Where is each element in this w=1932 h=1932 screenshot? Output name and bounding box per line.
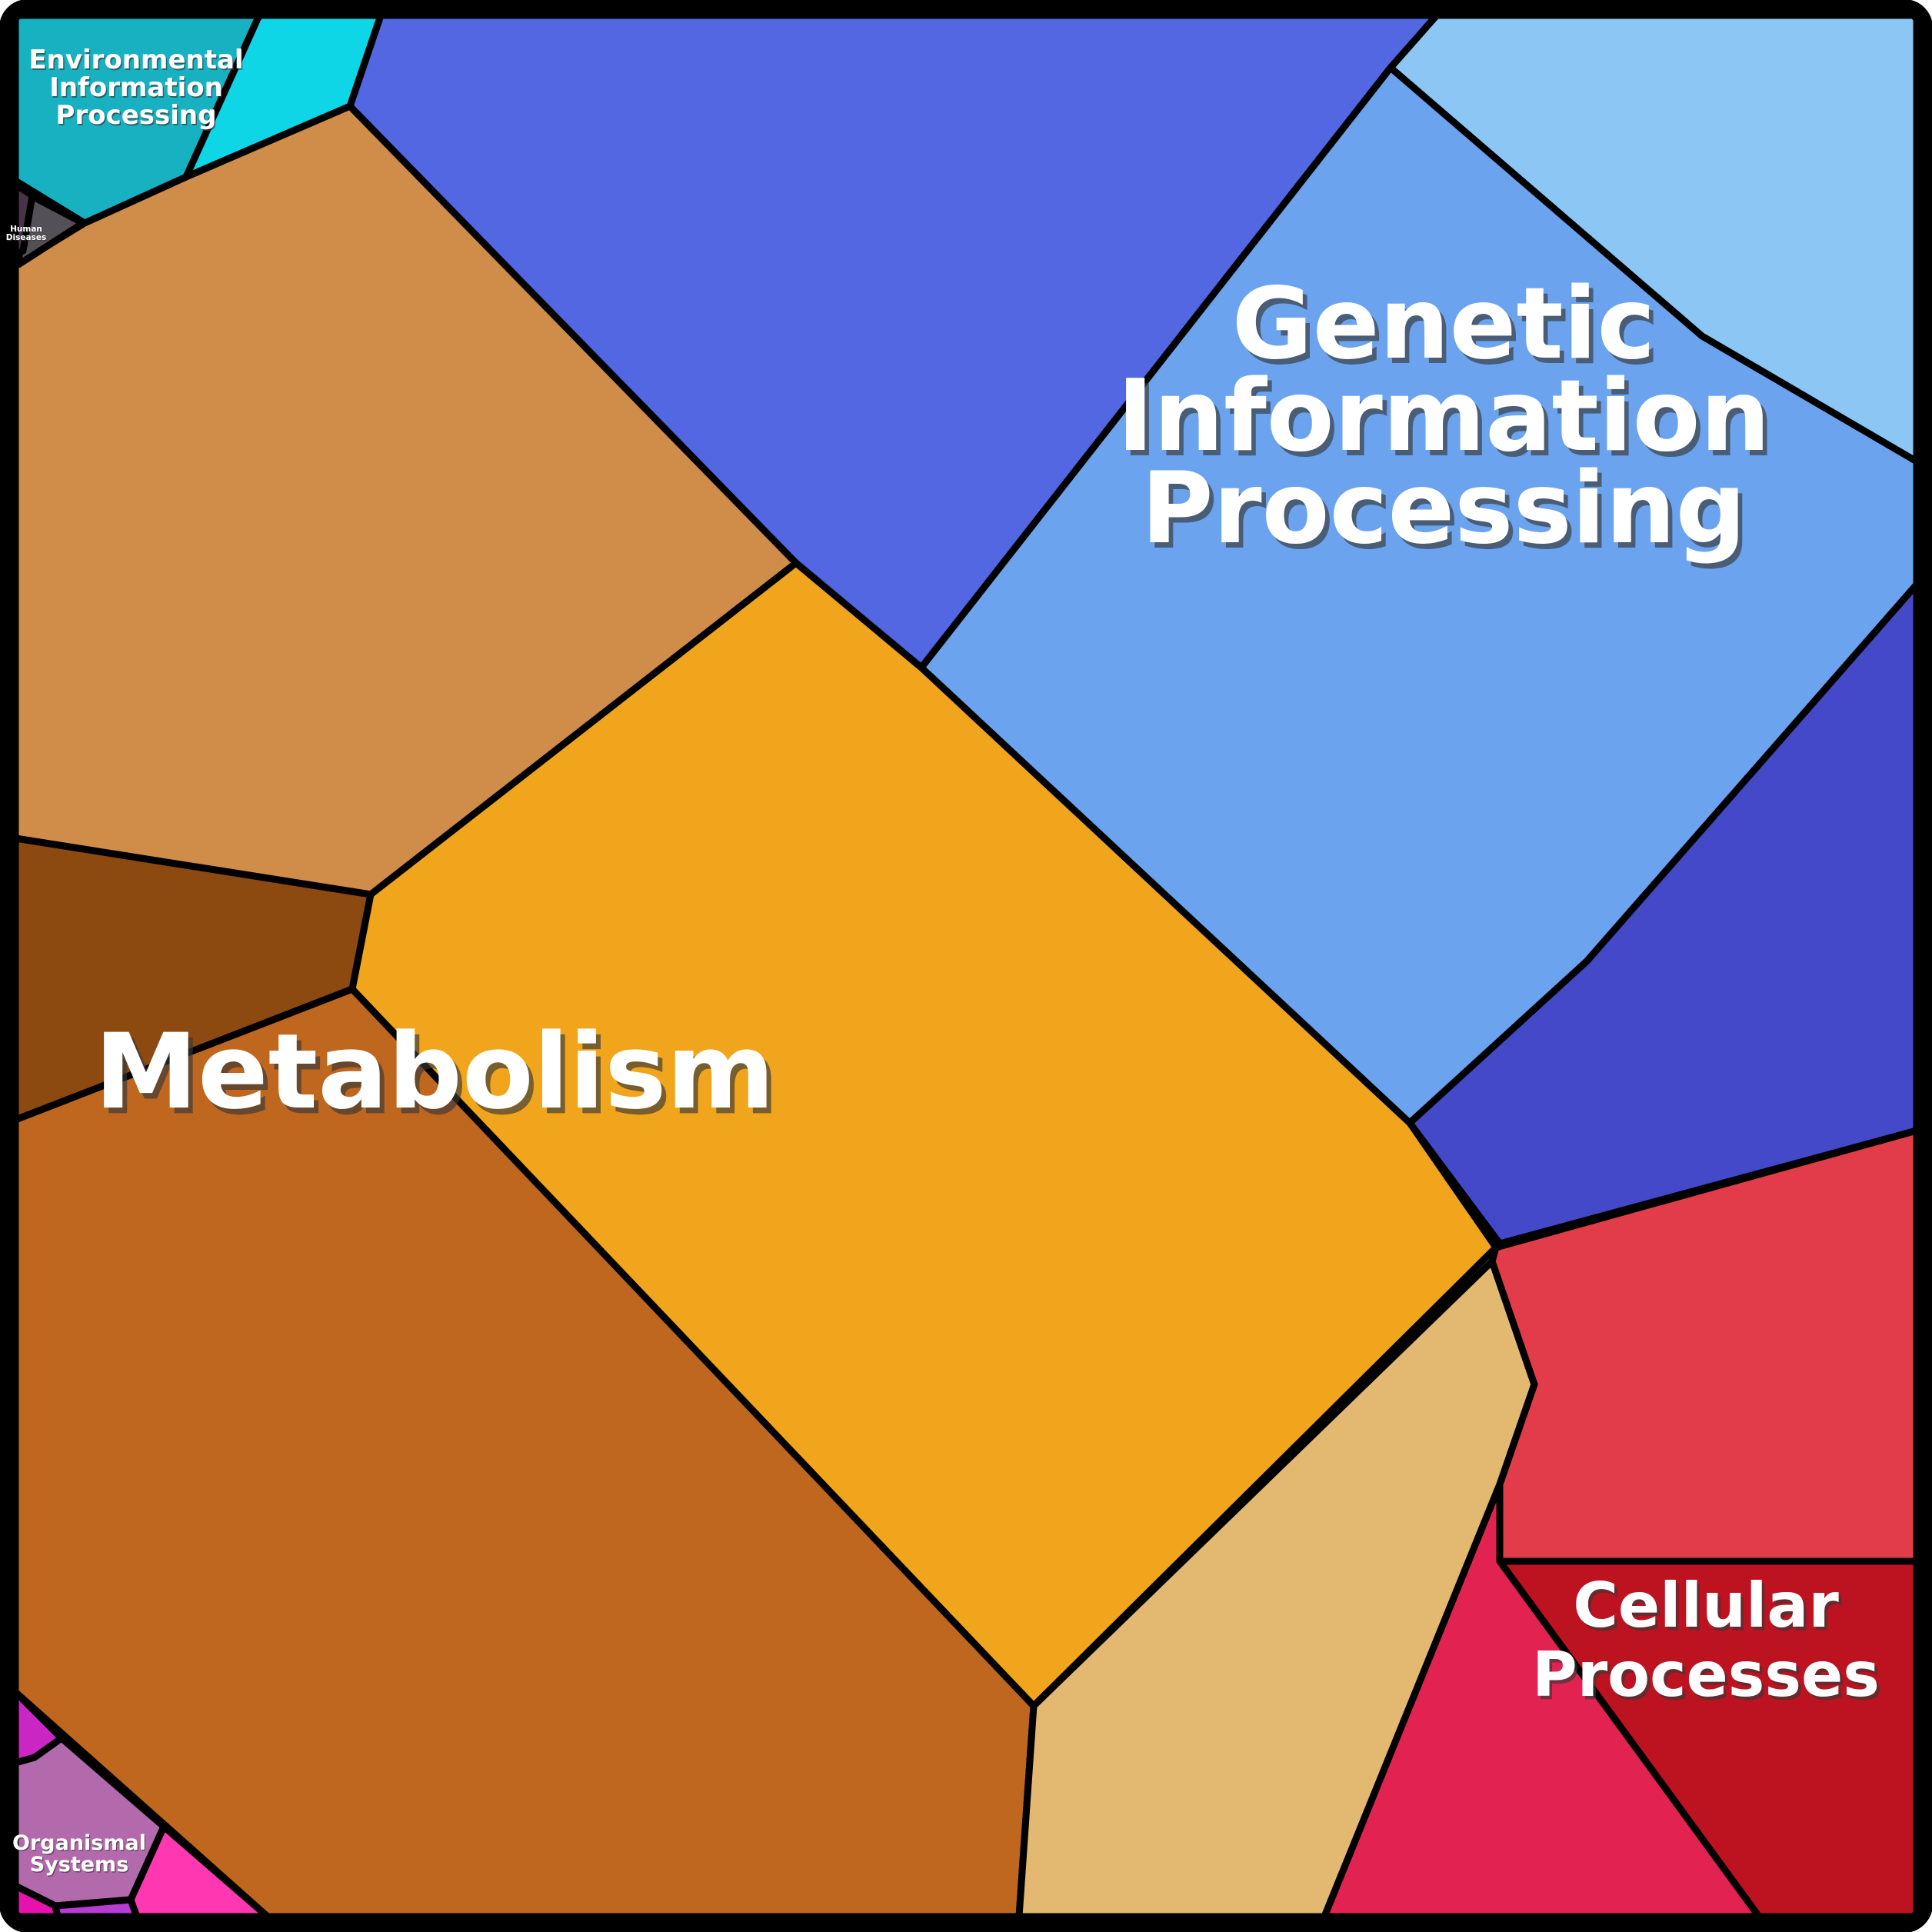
treemap-cells-layer: MetabolismMetabolismMetabolismMetabolism… <box>12 12 1920 1920</box>
region-os-bright-purple[interactable]: Organismal Systems <box>52 1896 141 1920</box>
